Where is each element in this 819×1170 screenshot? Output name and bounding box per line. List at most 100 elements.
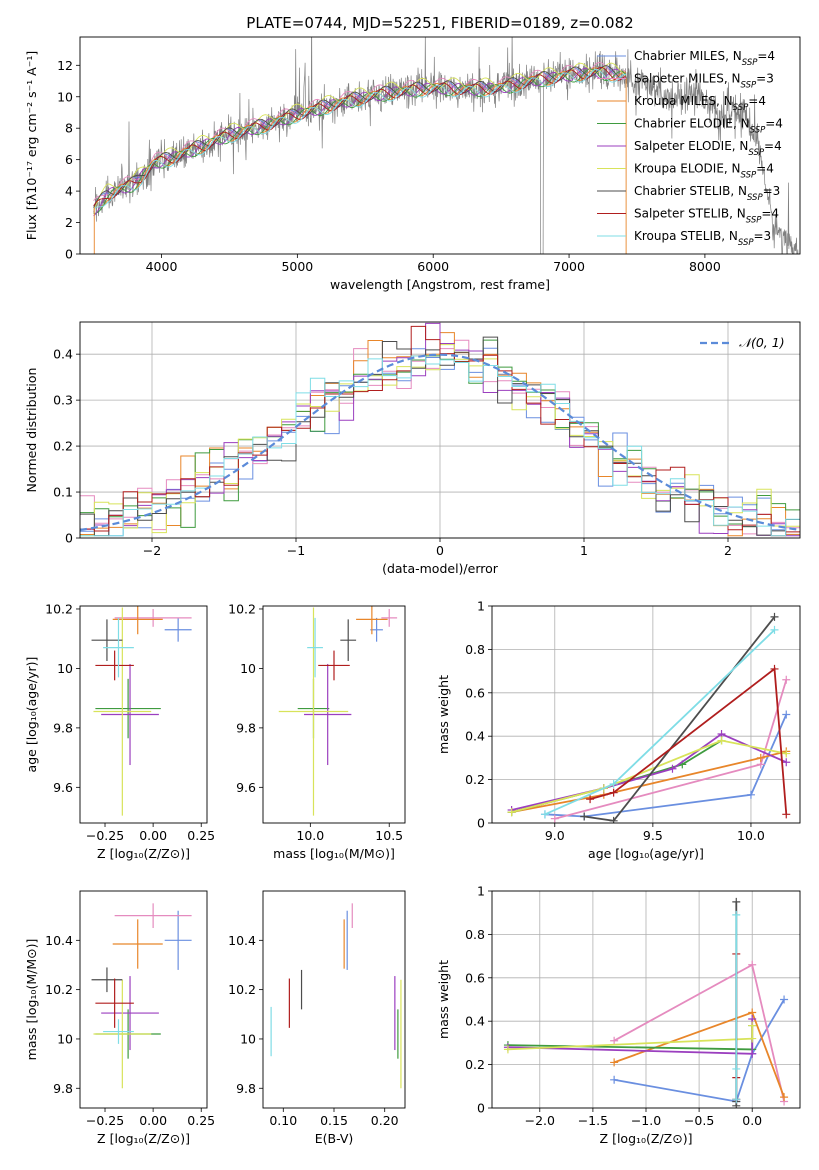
legend-text: Salpeter MILES, N bbox=[634, 72, 741, 86]
marker-kroupa-elodie bbox=[748, 1034, 757, 1043]
mass_weight_vs_age-axes: 9.0 9.5 10.0 0 0.2 0.4 0.6 0.8 1 age [log₁₀(age/y… bbox=[436, 599, 801, 861]
age_vs_mass-xtick-label: 10.0 bbox=[296, 828, 324, 843]
mass_vs_ebv-ytick-label: 9.8 bbox=[236, 1081, 256, 1096]
legend-label-chabrier-elodie: Chabrier ELODIE, NSSP=4 bbox=[634, 117, 783, 136]
mass_vs_metallicity-ylabel: mass [log₁₀(M/M⊙)] bbox=[24, 939, 39, 1061]
legend-subscript: SSP bbox=[748, 148, 764, 158]
spectrum-plot bbox=[93, 37, 799, 254]
residual_histogram-ytick-label: 0 bbox=[65, 531, 73, 546]
legend-label-salpeter-stelib: Salpeter STELIB, NSSP=4 bbox=[634, 207, 779, 226]
mass_weight_vs_age-xlabel: age [log₁₀(age/yr)] bbox=[588, 846, 704, 861]
legend-text: Chabrier ELODIE, N bbox=[634, 117, 750, 131]
mass_weight_vs_metallicity-xtick-label: −0.5 bbox=[684, 1113, 714, 1128]
spectrum-xtick-label: 8000 bbox=[689, 259, 721, 274]
legend-subscript: SSP bbox=[750, 126, 766, 136]
residual_histogram-xtick-label: 0 bbox=[436, 543, 444, 558]
residual_histogram-frame bbox=[79, 321, 801, 539]
legend-label-kroupa-elodie: Kroupa ELODIE, NSSP=4 bbox=[634, 162, 774, 181]
residual_histogram-ytick-label: 0.3 bbox=[53, 393, 73, 408]
mass_weight_vs_metallicity-ytick-label: 0.6 bbox=[465, 970, 485, 985]
legend-label-kroupa-miles: Kroupa MILES, NSSP=4 bbox=[634, 94, 766, 113]
marker-kroupa-elodie bbox=[748, 1021, 757, 1030]
residual_histogram-xtick-label: −1 bbox=[287, 543, 305, 558]
mass_weight_vs_metallicity-xtick-label: −2.0 bbox=[525, 1113, 555, 1128]
marker-chabrier-miles bbox=[780, 995, 789, 1004]
marker-kroupa-elodie bbox=[782, 749, 791, 758]
marker-kroupa-miles bbox=[780, 1093, 789, 1102]
marker-chabrier-stelib bbox=[609, 816, 618, 823]
age_vs_mass-ytick-label: 9.8 bbox=[236, 720, 256, 735]
line-salpeter-stelib bbox=[589, 667, 788, 815]
marker-salpeter-stelib bbox=[770, 664, 779, 673]
residual_histogram-ytick-label: 0.2 bbox=[53, 439, 73, 454]
mass_weight_vs_metallicity-ytick-label: 0.2 bbox=[465, 1057, 485, 1072]
mass_vs_metallicity-ytick-label: 10 bbox=[57, 1031, 73, 1046]
mass_vs_ebv-axes: 0.10 0.15 0.20 9.8 10 10.2 10.4 E(B-V) bbox=[228, 890, 406, 1146]
mass_weight_vs_metallicity-ylabel: mass weight bbox=[436, 960, 451, 1039]
marker-kroupa-stelib bbox=[732, 910, 741, 919]
marker-salpeter-miles bbox=[748, 960, 757, 969]
legend-subscript: SSP bbox=[747, 193, 763, 203]
mass_vs_ebv-ytick-label: 10 bbox=[240, 1031, 256, 1046]
legend-suffix: =3 bbox=[756, 72, 774, 86]
marker-chabrier-stelib bbox=[580, 812, 589, 821]
marker-kroupa-miles bbox=[756, 753, 765, 762]
spectrum-xtick-label: 6000 bbox=[417, 259, 449, 274]
mass_weight_vs_metallicity-ytick-label: 1 bbox=[477, 884, 485, 899]
residual_histogram-xtick-label: 1 bbox=[580, 543, 588, 558]
legend-suffix: =4 bbox=[765, 117, 783, 131]
legend-suffix: =4 bbox=[761, 207, 779, 221]
mass_vs_ebv-frame bbox=[262, 890, 406, 1109]
legend-subscript: SSP bbox=[741, 171, 757, 181]
figure-title: PLATE=0744, MJD=52251, FIBERID=0189, z=0… bbox=[246, 14, 633, 32]
mass_weight_vs_age-ytick-label: 1 bbox=[477, 599, 485, 614]
spectrum-ytick-label: 10 bbox=[57, 89, 73, 104]
mass_weight_vs_age-ylabel: mass weight bbox=[436, 675, 451, 754]
mass_weight_vs_metallicity-frame bbox=[491, 890, 801, 1109]
legend-subscript: SSP bbox=[742, 58, 758, 68]
marker-salpeter-stelib bbox=[782, 810, 791, 819]
spectrum-frame bbox=[79, 36, 801, 255]
age_vs_mass-ytick-label: 9.6 bbox=[236, 780, 256, 795]
mass_vs_ebv-xlabel: E(B-V) bbox=[315, 1131, 354, 1146]
marker-kroupa-elodie bbox=[503, 1045, 512, 1054]
legend-text: Chabrier MILES, N bbox=[634, 49, 742, 63]
mass_weight_vs_metallicity-xtick-label: −1.5 bbox=[578, 1113, 608, 1128]
spectrum-axes: 4000 5000 6000 7000 8000 0 2 4 6 8 10 12 wavelength … bbox=[24, 36, 801, 292]
model-kroupa-stelib bbox=[93, 68, 626, 209]
marker-kroupa-miles bbox=[610, 1058, 619, 1067]
legend-suffix: =4 bbox=[764, 139, 782, 153]
age_vs_metallicity-ytick-label: 10.2 bbox=[45, 601, 73, 616]
mass_weight_vs_metallicity-plot bbox=[503, 897, 789, 1108]
age_vs_metallicity-ylabel: age [log₁₀(age/yr)] bbox=[24, 657, 39, 773]
spectrum-xlabel: wavelength [Angstrom, rest frame] bbox=[330, 277, 550, 292]
legend-suffix: =4 bbox=[748, 94, 766, 108]
spectrum-ytick-label: 6 bbox=[65, 152, 73, 167]
legend-text: Salpeter STELIB, N bbox=[634, 207, 746, 221]
marker-salpeter-elodie bbox=[748, 1049, 757, 1058]
age_vs_metallicity-ytick-label: 9.8 bbox=[53, 720, 73, 735]
legend-suffix: =3 bbox=[763, 184, 781, 198]
age_vs_mass-xlabel: mass [log₁₀(M/M⊙)] bbox=[273, 846, 395, 861]
spectrum-ytick-label: 8 bbox=[65, 121, 73, 136]
line-chabrier-miles bbox=[544, 714, 788, 818]
spectrum-xtick-label: 4000 bbox=[146, 259, 178, 274]
age_vs_mass-axes: 10.0 10.5 9.6 9.8 10 10.2 mass [log₁₀(M/M⊙)] bbox=[228, 601, 406, 861]
mass_weight_vs_age-plot bbox=[507, 612, 791, 823]
age_vs_metallicity-xtick-label: 0.25 bbox=[187, 828, 215, 843]
spectrum-ytick-label: 12 bbox=[57, 58, 73, 73]
legend-text: Kroupa STELIB, N bbox=[634, 229, 738, 243]
legend-subscript: SSP bbox=[738, 238, 754, 248]
legend-subscript: SSP bbox=[741, 81, 757, 91]
marker-kroupa-stelib bbox=[732, 1095, 741, 1104]
age_vs_metallicity-axes: −0.25 0.00 0.25 9.6 9.8 10 10.2 Z [log₁₀(Z/Z⊙)]… bbox=[24, 601, 215, 861]
mass_vs_ebv-ytick-label: 10.2 bbox=[228, 982, 256, 997]
residual_histogram-ytick-label: 0.1 bbox=[53, 485, 73, 500]
marker-salpeter-miles bbox=[610, 1036, 619, 1045]
line-kroupa-elodie bbox=[511, 739, 787, 813]
legend-text: Kroupa ELODIE, N bbox=[634, 162, 741, 176]
model-kroupa-elodie bbox=[93, 62, 627, 210]
residual_histogram-ytick-label: 0.4 bbox=[53, 347, 73, 362]
